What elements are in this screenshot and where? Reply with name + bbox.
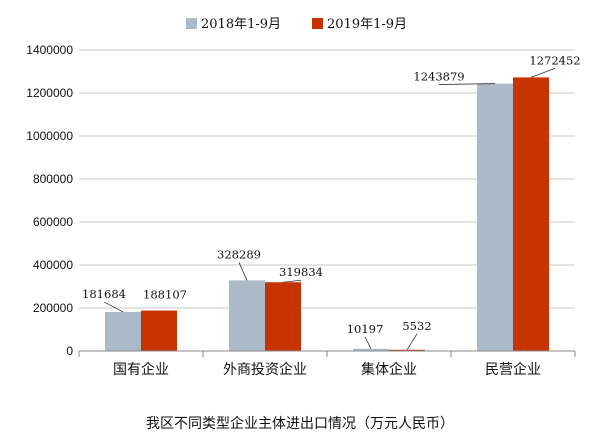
bars [105,77,549,352]
leader-line [282,279,302,283]
data-label-2018: 328289 [217,247,261,261]
bar-2019 [141,310,177,351]
bar-2018 [477,83,513,352]
leader-line [530,68,556,78]
y-tick-label: 1400000 [26,43,73,57]
leader-line [406,333,418,351]
data-label-2019: 1272452 [529,53,580,67]
legend-swatch-2018 [186,18,197,29]
bar-2018 [353,348,389,351]
y-tick-label: 0 [66,344,73,358]
y-tick-label: 200000 [33,301,73,315]
y-tick-label: 400000 [33,258,73,272]
bar-2019 [513,77,549,351]
leader-line [364,336,372,349]
data-label-2019: 188107 [143,288,187,302]
data-label-2018: 1243879 [413,70,464,84]
data-label-2019: 319834 [279,265,323,279]
y-tick-label: 1000000 [26,129,73,143]
y-tick-label: 600000 [33,215,73,229]
bar-2019 [265,282,301,351]
legend-swatch-2019 [312,18,323,29]
axes: 0 200000 400000 600000 800000 1000000 1200000 1… [26,43,576,378]
bar-2018 [105,311,141,351]
x-category-label: 民营企业 [485,361,541,378]
data-label-2019: 5532 [402,319,431,333]
bar-2018 [229,280,265,351]
legend: 2018年1-9月 2019年1-9月 [186,17,407,32]
legend-label-2018: 2018年1-9月 [201,17,281,32]
y-tick-label: 1200000 [26,86,73,100]
data-label-2018: 10197 [347,322,384,336]
data-label-2018: 181684 [82,287,126,301]
leader-line [438,83,496,85]
bar-2019 [389,349,425,351]
legend-label-2019: 2019年1-9月 [327,17,407,32]
chart-title: 我区不同类型企业主体进出口情况（万元人民币） [146,415,454,432]
x-category-label: 国有企业 [113,361,169,378]
data-labels: 181684 188107 328289 319834 10197 5532 1243879… [82,53,581,351]
leader-line [238,262,248,281]
leader-line [103,301,124,313]
y-tick-label: 800000 [33,172,73,186]
x-category-label: 外商投资企业 [223,361,307,378]
gridlines [79,49,575,309]
x-category-label: 集体企业 [361,361,417,378]
